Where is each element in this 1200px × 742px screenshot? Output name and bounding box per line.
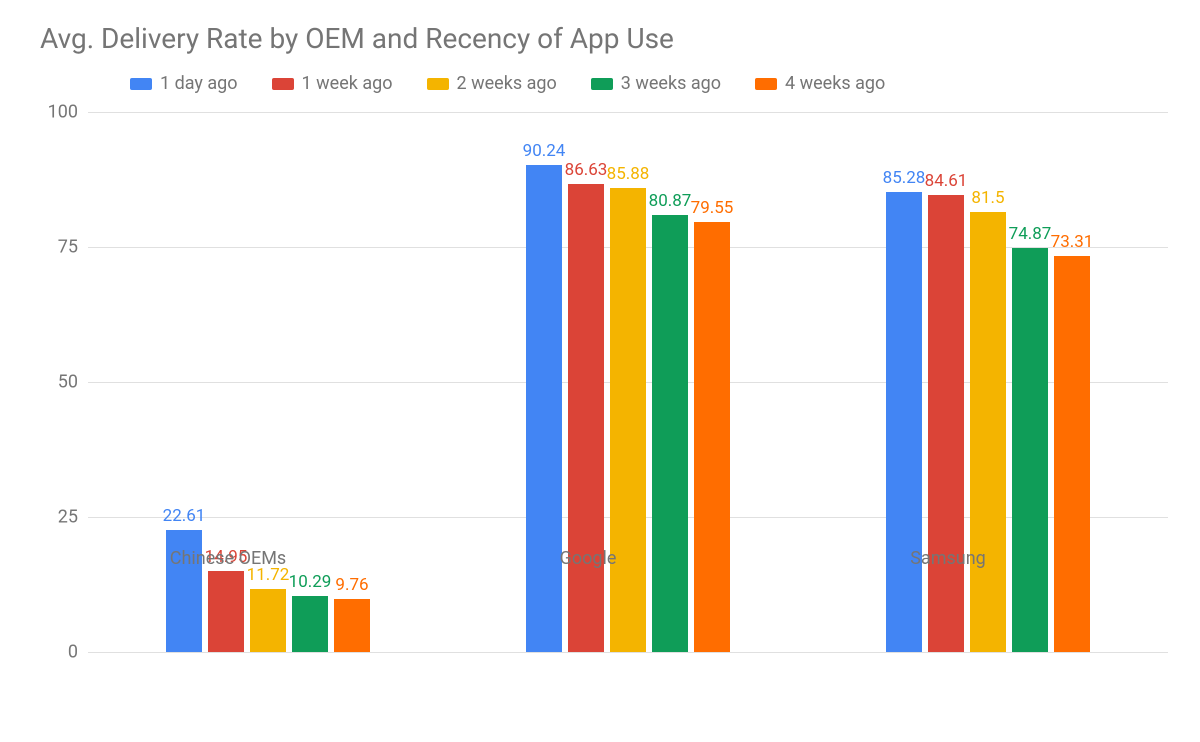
y-tick-label: 75 — [18, 237, 78, 258]
y-tick-label: 0 — [18, 642, 78, 663]
legend-item: 2 weeks ago — [427, 73, 557, 94]
chart-title: Avg. Delivery Rate by OEM and Recency of… — [40, 22, 1170, 55]
bar: 14.95 — [208, 571, 244, 652]
legend-item: 1 day ago — [130, 73, 238, 94]
y-tick-label: 50 — [18, 372, 78, 393]
plot-area: 22.6114.9511.7210.299.7690.2486.6385.888… — [88, 112, 1168, 652]
legend-swatch — [755, 78, 777, 90]
legend: 1 day ago 1 week ago 2 weeks ago 3 weeks ag… — [130, 73, 1170, 94]
x-tick-label: Google — [560, 548, 617, 569]
bar: 79.55 — [694, 222, 730, 652]
bar-group: 85.2884.6181.574.8773.31 — [886, 192, 1090, 653]
bar-group: 90.2486.6385.8880.8779.55 — [526, 165, 730, 652]
bar: 84.61 — [928, 195, 964, 652]
legend-item: 4 weeks ago — [755, 73, 885, 94]
legend-label: 1 week ago — [302, 73, 393, 94]
legend-label: 3 weeks ago — [621, 73, 721, 94]
legend-swatch — [427, 78, 449, 90]
bar-value-label: 74.87 — [1009, 224, 1052, 244]
bar: 80.87 — [652, 215, 688, 652]
bar: 90.24 — [526, 165, 562, 652]
legend-swatch — [272, 78, 294, 90]
bar-value-label: 85.88 — [607, 164, 650, 184]
bar-value-label: 73.31 — [1051, 232, 1094, 252]
bar-value-label: 81.5 — [971, 188, 1004, 208]
x-tick-label: Chinese OEMs — [170, 548, 286, 569]
x-tick-label: Samsung — [910, 548, 986, 569]
bar-value-label: 80.87 — [649, 191, 692, 211]
plot: 22.6114.9511.7210.299.7690.2486.6385.888… — [88, 112, 1168, 652]
bar: 11.72 — [250, 589, 286, 652]
gridline — [88, 652, 1168, 653]
legend-swatch — [130, 78, 152, 90]
legend-item: 3 weeks ago — [591, 73, 721, 94]
bar: 9.76 — [334, 599, 370, 652]
legend-label: 2 weeks ago — [457, 73, 557, 94]
bar-value-label: 9.76 — [335, 575, 368, 595]
legend-label: 4 weeks ago — [785, 73, 885, 94]
y-tick-label: 25 — [18, 507, 78, 528]
bar-value-label: 79.55 — [691, 198, 734, 218]
y-tick-label: 100 — [18, 102, 78, 123]
bar: 86.63 — [568, 184, 604, 652]
bar: 73.31 — [1054, 256, 1090, 652]
bar: 10.29 — [292, 596, 328, 652]
bar-value-label: 85.28 — [883, 168, 926, 188]
bar: 81.5 — [970, 212, 1006, 652]
bar-value-label: 84.61 — [925, 171, 968, 191]
legend-swatch — [591, 78, 613, 90]
bar: 74.87 — [1012, 248, 1048, 652]
chart-root: Avg. Delivery Rate by OEM and Recency of… — [0, 0, 1200, 742]
legend-label: 1 day ago — [160, 73, 238, 94]
legend-item: 1 week ago — [272, 73, 393, 94]
bar-value-label: 10.29 — [289, 572, 332, 592]
bar-value-label: 22.61 — [163, 506, 206, 526]
bar: 85.28 — [886, 192, 922, 653]
gridline — [88, 112, 1168, 113]
bar-value-label: 86.63 — [565, 160, 608, 180]
bar: 85.88 — [610, 188, 646, 652]
bar-value-label: 90.24 — [523, 141, 566, 161]
